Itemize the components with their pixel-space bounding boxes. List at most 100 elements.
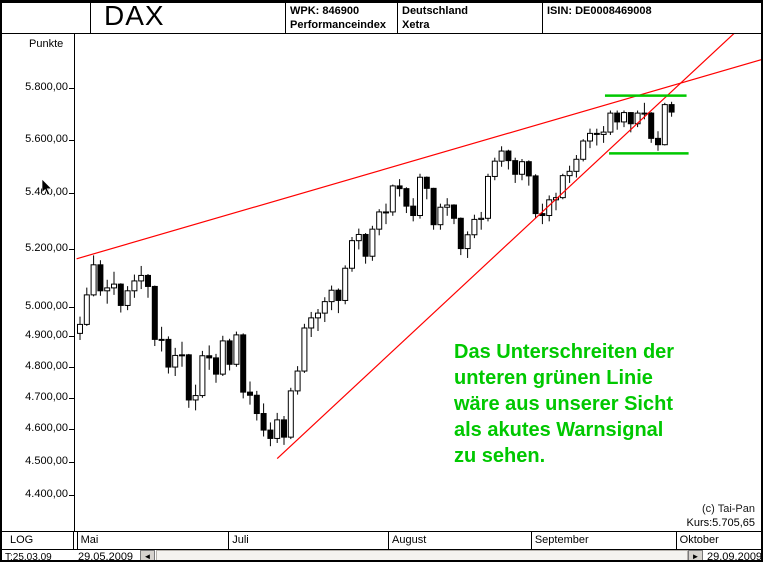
candle-body — [213, 357, 219, 375]
last-price-label: Kurs:5.705,65 — [686, 517, 756, 529]
candle-body — [627, 112, 634, 125]
y-axis-label: 5.000,00 — [25, 299, 68, 312]
candle-body — [274, 419, 281, 439]
candle-body — [355, 233, 362, 242]
month-label: Mai — [80, 534, 99, 546]
candle-body — [668, 104, 675, 113]
y-axis-label: 4.700,00 — [25, 390, 68, 403]
candle-body — [111, 283, 117, 289]
candle-body — [491, 160, 498, 177]
y-axis-tick — [69, 461, 74, 463]
candle-body — [471, 218, 478, 236]
header-divider — [397, 3, 398, 33]
candle-body — [294, 370, 301, 392]
y-axis-tick — [69, 429, 74, 431]
strip-divider — [73, 532, 74, 560]
index-type-label: Performanceindex — [290, 19, 386, 31]
candle-body — [90, 264, 97, 296]
trend-line — [276, 34, 735, 459]
candle-body — [138, 274, 145, 282]
candle-body — [444, 204, 451, 208]
y-axis-label: 5.600,00 — [25, 132, 68, 145]
candle-body — [349, 240, 355, 269]
month-tick — [675, 532, 677, 549]
candle-body — [308, 317, 315, 329]
candle-body — [383, 211, 389, 214]
isin-label: ISIN: DE0008469008 — [547, 5, 652, 17]
candle-body — [83, 294, 90, 325]
month-label: August — [392, 534, 427, 546]
candle-body — [525, 161, 532, 177]
candle-body — [410, 205, 417, 217]
candle-body — [247, 391, 253, 396]
candle-body — [97, 264, 104, 292]
candle-body — [151, 285, 158, 340]
month-tick — [76, 532, 78, 549]
y-axis-tick — [69, 306, 74, 308]
candle-body — [498, 150, 505, 162]
y-axis-label: 4.900,00 — [25, 329, 68, 342]
candle-body — [573, 158, 580, 172]
y-axis-label: 5.800,00 — [25, 81, 68, 93]
y-axis-tick — [69, 366, 74, 368]
country-label: Deutschland — [402, 5, 469, 17]
candle-body — [192, 395, 199, 401]
candle-body — [172, 354, 179, 368]
strip-border — [2, 549, 761, 550]
candle-body — [342, 267, 349, 301]
candle-body — [185, 354, 192, 401]
y-axis-tick — [69, 397, 74, 399]
y-axis-label: 4.500,00 — [25, 454, 68, 467]
candle-body — [145, 274, 151, 287]
y-axis-label: 5.200,00 — [25, 241, 68, 254]
candle-body — [260, 413, 267, 431]
scrollbar-track[interactable] — [156, 550, 688, 560]
candle-body — [253, 394, 260, 415]
candle-body — [641, 112, 648, 115]
candle-body — [451, 204, 457, 219]
range-start-label: 29.05.2009 — [78, 551, 134, 562]
y-axis-tick — [69, 494, 74, 496]
candle-body — [240, 334, 247, 393]
header-border — [2, 33, 761, 34]
candle-body — [206, 355, 213, 359]
range-end-label: 29.09.2009 — [707, 551, 763, 562]
candle-body — [661, 104, 668, 146]
candle-body — [464, 234, 471, 250]
candle-body — [131, 280, 138, 292]
candle-body — [607, 112, 614, 133]
candlestick-chart[interactable] — [75, 34, 763, 531]
month-axis: LOG Mai Juli August September Oktober — [2, 532, 761, 549]
candle-body — [600, 131, 607, 135]
y-axis-tick — [69, 193, 74, 195]
candle-body — [587, 132, 593, 142]
candle-body — [158, 338, 165, 341]
month-tick — [388, 532, 390, 549]
y-axis: 5.800,005.600,005.400,005.200,005.000,00… — [2, 3, 74, 531]
month-tick — [228, 532, 230, 549]
warning-text-line: unteren grünen Linie — [454, 367, 653, 389]
candle-body — [566, 170, 573, 177]
candle-body — [219, 340, 226, 375]
candle-body — [389, 185, 396, 213]
candle-body — [315, 312, 321, 319]
month-label: Juli — [232, 534, 249, 546]
wpk-label: WPK: 846900 — [290, 5, 360, 17]
candle-body — [580, 140, 587, 160]
y-axis-tick — [69, 88, 74, 89]
scroll-left-button[interactable]: ◄ — [140, 550, 155, 560]
month-tick — [530, 532, 532, 549]
candle-body — [165, 338, 172, 368]
month-label: September — [534, 534, 589, 546]
candle-body — [457, 217, 464, 250]
candle-body — [485, 175, 491, 219]
candle-body — [478, 217, 485, 220]
y-axis-tick — [69, 336, 74, 338]
log-scale-toggle[interactable]: LOG — [10, 534, 34, 546]
candle-body — [321, 301, 328, 314]
candle-body — [179, 354, 185, 357]
candle-body — [614, 112, 621, 123]
candle-body — [396, 185, 403, 190]
scroll-right-button[interactable]: ► — [688, 550, 703, 560]
